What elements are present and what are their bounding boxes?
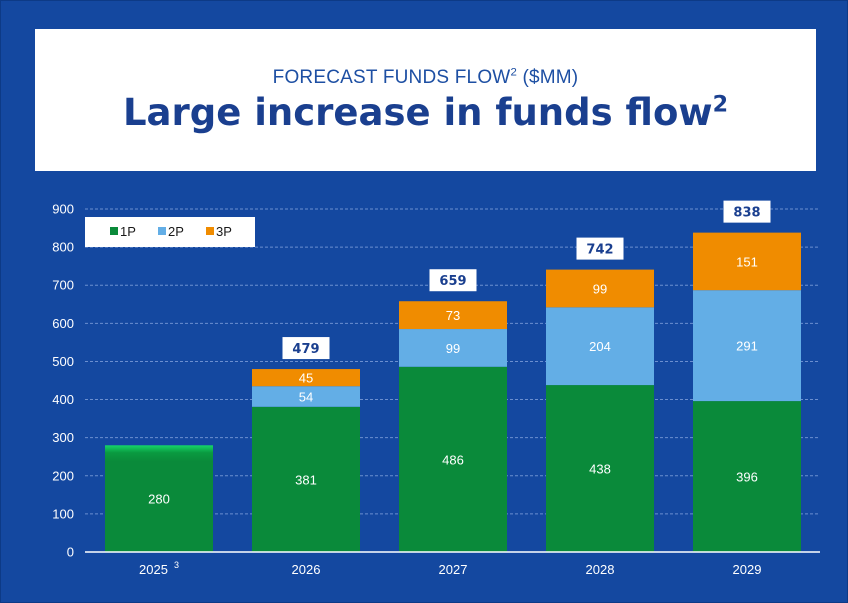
bar-1P-2025 — [105, 445, 213, 552]
total-box-2028 — [576, 237, 624, 260]
y-tick-label: 800 — [52, 240, 74, 255]
chart-subtitle: FORECAST FUNDS FLOW2 ($MM) — [35, 67, 816, 89]
bar-2P-2028 — [546, 307, 654, 386]
x-tick-label: 2025 3 — [139, 560, 179, 577]
bar-1P-2028 — [546, 385, 654, 552]
y-tick-label: 700 — [52, 278, 74, 293]
total-box-2026 — [282, 337, 330, 360]
y-tick-label: 100 — [52, 506, 74, 521]
bar-2P-2026 — [252, 386, 360, 407]
bar-2P-2027 — [399, 329, 507, 367]
data-label-1P-2028: 438 — [589, 462, 611, 477]
data-label-1P-2027: 486 — [442, 452, 464, 467]
headline-footnote: 2 — [712, 91, 729, 118]
legend-label-1P: 1P — [120, 224, 136, 239]
data-label-2P-2026: 54 — [299, 390, 313, 405]
y-tick-label: 900 — [52, 202, 74, 217]
data-label-3P-2029: 151 — [736, 254, 758, 269]
legend-swatch-3P — [206, 227, 214, 235]
bars: 280 381 54 45 479 486 99 73 659 438 204 99 742 396 291… — [105, 200, 801, 552]
subtitle-unit: ($MM) — [516, 67, 579, 88]
data-label-3P-2026: 45 — [299, 371, 313, 386]
legend-swatch-2P — [158, 227, 166, 235]
chart-title: Large increase in funds flow2 — [35, 91, 816, 134]
bar-1P-2026 — [252, 406, 360, 552]
x-tick-label: 2029 — [733, 562, 762, 577]
y-tick-label: 0 — [67, 545, 74, 560]
y-tick-label: 600 — [52, 316, 74, 331]
bar-1P-2027 — [399, 366, 507, 552]
data-label-1P-2025: 280 — [148, 492, 170, 507]
data-label-1P-2026: 381 — [295, 472, 317, 487]
headline-text: Large increase in funds flow — [122, 91, 713, 134]
data-label-1P-2029: 396 — [736, 470, 758, 485]
data-label-2P-2027: 99 — [446, 341, 460, 356]
total-box-2027 — [429, 269, 477, 292]
subtitle-text: FORECAST FUNDS FLOW — [272, 67, 511, 88]
legend-label-3P: 3P — [216, 224, 232, 239]
data-label-3P-2028: 99 — [593, 281, 607, 296]
bar-2P-2029 — [693, 290, 801, 402]
title-card: FORECAST FUNDS FLOW2 ($MM) Large increas… — [35, 29, 816, 171]
x-tick-label: 2028 — [586, 562, 615, 577]
y-axis: 0 100 200 300 400 500 600 700 800 900 — [52, 202, 74, 560]
total-label-2028: 742 — [586, 243, 613, 258]
y-tick-label: 300 — [52, 430, 74, 445]
bar-3P-2027 — [399, 301, 507, 330]
y-tick-label: 500 — [52, 354, 74, 369]
y-tick-label: 200 — [52, 468, 74, 483]
legend-swatch-1P — [110, 227, 118, 235]
data-label-2P-2028: 204 — [589, 339, 611, 354]
total-box-2029 — [723, 200, 771, 223]
bar-3P-2028 — [546, 269, 654, 308]
data-label-3P-2027: 73 — [446, 308, 460, 323]
total-label-2029: 838 — [733, 206, 760, 221]
bar-3P-2029 — [693, 232, 801, 291]
legend-label-2P: 2P — [168, 224, 184, 239]
x-axis: 2025 3 2026 2027 2028 2029 — [85, 551, 820, 577]
x-tick-label: 2026 — [292, 562, 321, 577]
subtitle-footnote: 2 — [510, 66, 517, 79]
bar-1P-2029 — [693, 401, 801, 552]
bar-3P-2026 — [252, 369, 360, 387]
y-tick-label: 400 — [52, 392, 74, 407]
data-label-2P-2029: 291 — [736, 339, 758, 354]
legend: 1P 2P 3P — [85, 217, 255, 247]
total-label-2027: 659 — [439, 274, 466, 289]
total-label-2026: 479 — [292, 342, 319, 357]
x-tick-footnote: 3 — [174, 560, 179, 570]
x-tick-label: 2027 — [439, 562, 468, 577]
